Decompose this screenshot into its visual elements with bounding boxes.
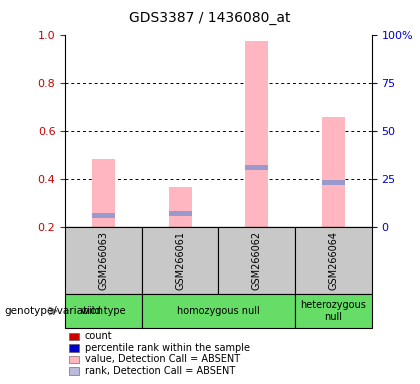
Text: homozygous null: homozygous null [177,306,260,316]
Text: GSM266061: GSM266061 [175,231,185,290]
Text: rank, Detection Call = ABSENT: rank, Detection Call = ABSENT [85,366,235,376]
Text: GSM266062: GSM266062 [252,231,262,290]
Bar [322,180,345,185]
Bar [92,213,115,218]
Text: GSM266064: GSM266064 [328,231,339,290]
Text: genotype/variation: genotype/variation [4,306,103,316]
Text: wild type: wild type [81,306,126,316]
Text: percentile rank within the sample: percentile rank within the sample [85,343,250,353]
Bar [168,187,192,227]
Bar [92,159,115,227]
Text: GSM266063: GSM266063 [98,231,108,290]
Text: value, Detection Call = ABSENT: value, Detection Call = ABSENT [85,354,240,364]
Bar [245,165,268,170]
Bar [245,41,268,227]
Bar [168,211,192,216]
Text: GDS3387 / 1436080_at: GDS3387 / 1436080_at [129,11,291,25]
Bar [322,118,345,227]
Text: count: count [85,331,113,341]
Text: heterozygous
null: heterozygous null [300,300,366,322]
